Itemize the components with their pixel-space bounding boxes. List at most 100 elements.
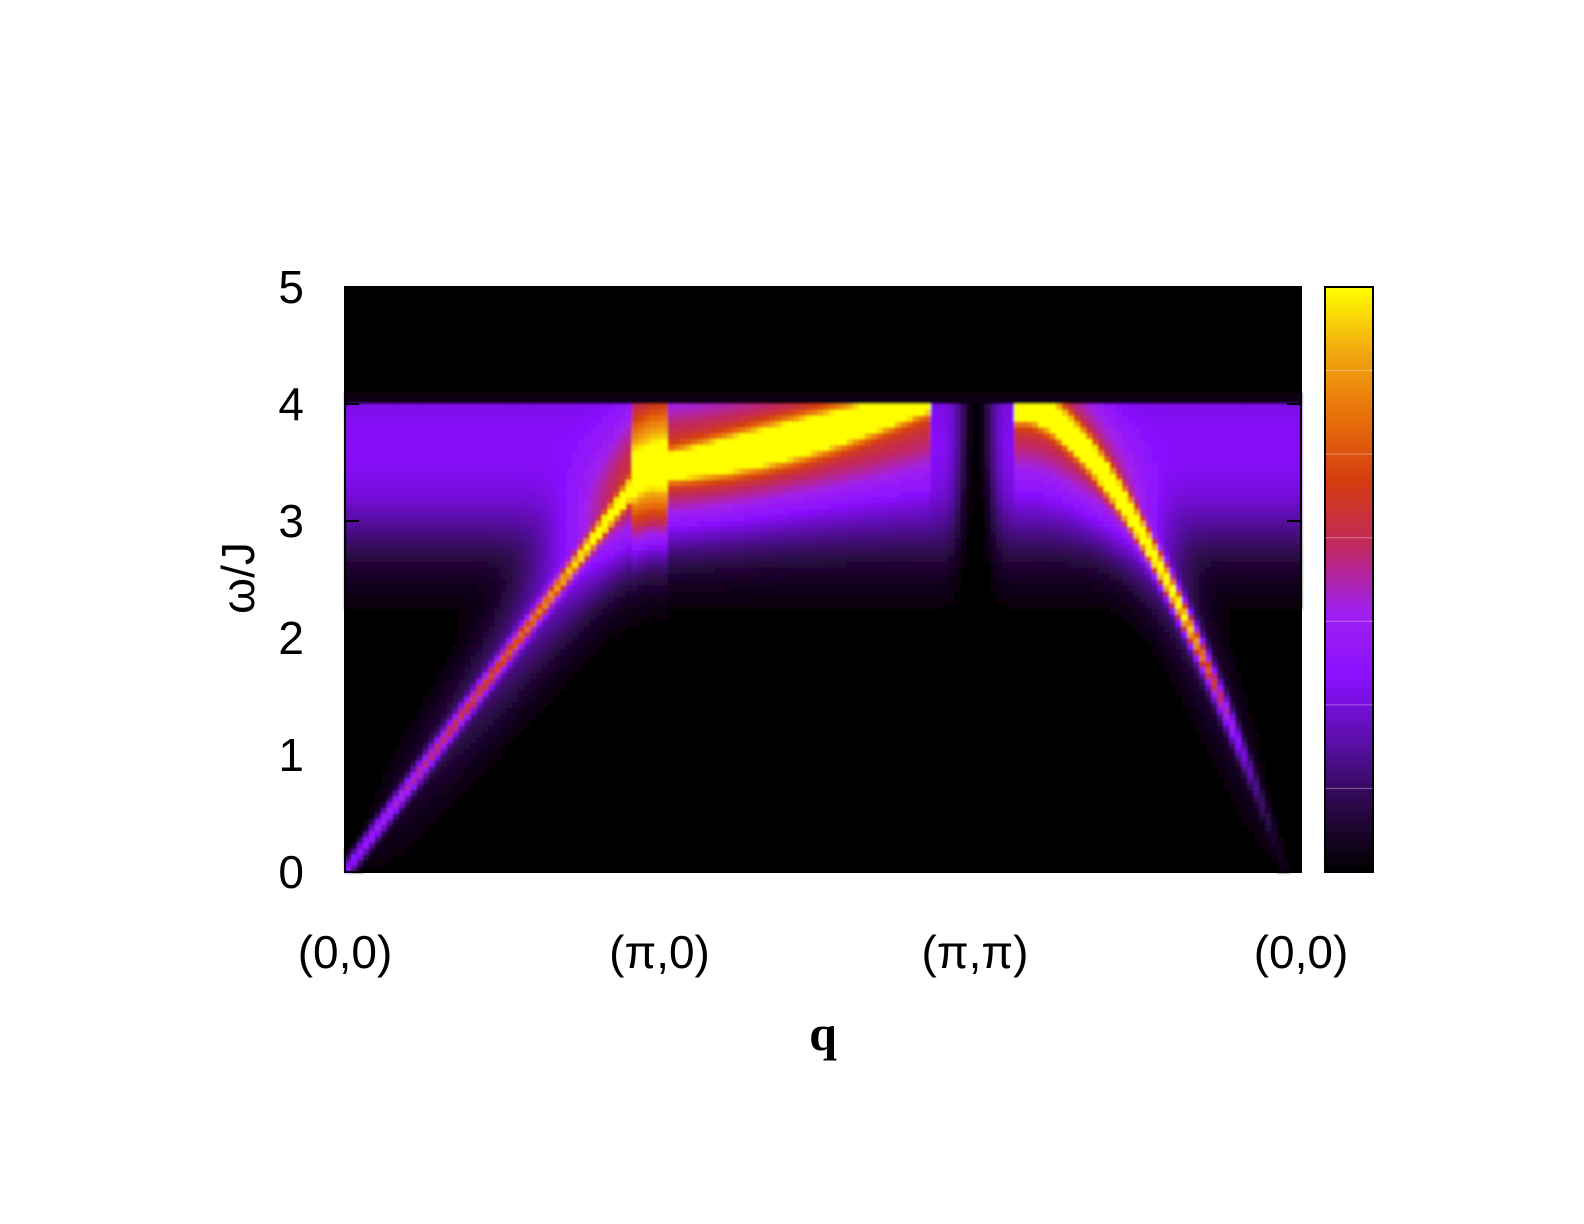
heatmap-cell xyxy=(894,427,902,434)
heatmap-cell xyxy=(721,404,728,411)
heatmap-cell xyxy=(554,526,561,534)
heatmap-cell xyxy=(356,462,364,469)
heatmap-cell xyxy=(542,398,549,405)
heatmap-cell xyxy=(506,696,513,703)
heatmap-cell xyxy=(625,515,633,522)
heatmap-cell xyxy=(817,573,824,581)
heatmap-cell xyxy=(996,497,1003,505)
heatmap-cell xyxy=(464,602,472,610)
heatmap-cell xyxy=(422,503,430,510)
heatmap-cell xyxy=(840,456,848,464)
heatmap-cell xyxy=(434,801,442,809)
heatmap-cell xyxy=(751,480,758,487)
heatmap-cell xyxy=(440,731,448,739)
heatmap-cell xyxy=(613,392,621,399)
heatmap-cell xyxy=(876,597,884,604)
heatmap-cell xyxy=(763,561,770,569)
heatmap-cell xyxy=(828,538,836,545)
heatmap-cell xyxy=(823,526,830,534)
heatmap-cell xyxy=(350,567,358,575)
heatmap-cell xyxy=(787,427,794,434)
heatmap-cell xyxy=(823,521,830,528)
heatmap-cell xyxy=(924,497,932,505)
heatmap-cell xyxy=(554,556,561,563)
heatmap-cell xyxy=(775,503,782,510)
heatmap-cell xyxy=(733,503,740,510)
heatmap-cell xyxy=(649,556,657,563)
heatmap-cell xyxy=(733,597,740,604)
heatmap-cell xyxy=(793,398,800,405)
heatmap-cell xyxy=(649,468,657,475)
heatmap-cell xyxy=(589,439,597,446)
heatmap-cell xyxy=(679,532,687,540)
heatmap-cell xyxy=(787,561,794,569)
heatmap-cell xyxy=(500,731,507,739)
heatmap-cell xyxy=(888,456,896,464)
heatmap-cell xyxy=(595,474,603,481)
heatmap-cell xyxy=(350,497,358,505)
heatmap-cell xyxy=(440,696,448,703)
heatmap-cell xyxy=(500,591,507,598)
heatmap-cell xyxy=(542,544,549,551)
heatmap-cell xyxy=(458,684,466,692)
heatmap-cell xyxy=(691,509,699,516)
heatmap-cell xyxy=(398,444,406,452)
heatmap-cell xyxy=(769,591,776,598)
heatmap-cell xyxy=(374,521,382,528)
heatmap-cell xyxy=(888,468,896,475)
heatmap-cell xyxy=(817,415,824,423)
heatmap-cell xyxy=(446,485,454,493)
heatmap-cell xyxy=(709,602,717,610)
heatmap-cell xyxy=(446,602,454,610)
heatmap-cell xyxy=(882,591,890,598)
heatmap-cell xyxy=(506,731,513,739)
heatmap-cell xyxy=(542,439,549,446)
heatmap-cell xyxy=(398,421,406,428)
heatmap-cell xyxy=(1002,485,1009,493)
heatmap-cell xyxy=(488,649,495,657)
heatmap-cell xyxy=(715,491,723,499)
heatmap-cell xyxy=(685,591,693,598)
heatmap-cell xyxy=(1020,556,1027,563)
heatmap-cell xyxy=(864,573,872,581)
heatmap-cell xyxy=(876,532,884,540)
heatmap-cell xyxy=(775,433,782,440)
heatmap-cell xyxy=(356,485,364,493)
heatmap-cell xyxy=(452,737,460,744)
heatmap-cell xyxy=(864,392,872,399)
heatmap-cell xyxy=(601,614,609,622)
heatmap-cell xyxy=(512,474,519,481)
heatmap-cell xyxy=(560,678,567,686)
heatmap-cell xyxy=(811,544,818,551)
heatmap-cell xyxy=(380,831,388,838)
heatmap-cell xyxy=(458,690,466,698)
heatmap-cell xyxy=(942,433,950,440)
heatmap-cell xyxy=(697,602,705,610)
heatmap-cell xyxy=(530,392,537,399)
heatmap-cell xyxy=(924,591,932,598)
heatmap-cell xyxy=(763,421,770,428)
heatmap-cell xyxy=(1020,421,1027,428)
heatmap-cell xyxy=(918,450,926,458)
heatmap-cell xyxy=(494,708,501,715)
heatmap-cell xyxy=(1008,398,1015,405)
heatmap-cell xyxy=(996,532,1003,540)
heatmap-cell xyxy=(350,509,358,516)
heatmap-cell xyxy=(733,497,740,505)
heatmap-cell xyxy=(398,415,406,423)
heatmap-cell xyxy=(661,579,669,586)
heatmap-cell xyxy=(918,591,926,598)
heatmap-cell xyxy=(530,708,537,715)
heatmap-cell xyxy=(900,538,908,545)
heatmap-cell xyxy=(404,532,412,540)
heatmap-cell xyxy=(410,813,418,820)
heatmap-cell xyxy=(906,456,914,464)
heatmap-cell xyxy=(356,591,364,598)
heatmap-cell xyxy=(398,743,406,750)
heatmap-cell xyxy=(464,778,472,785)
heatmap-cell xyxy=(673,509,681,516)
heatmap-cell xyxy=(374,392,382,399)
heatmap-cell xyxy=(356,515,364,522)
heatmap-cell xyxy=(524,597,531,604)
heatmap-cell xyxy=(888,597,896,604)
